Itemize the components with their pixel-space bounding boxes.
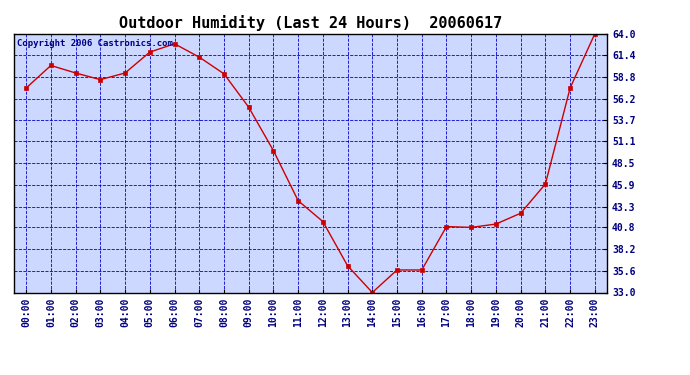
Title: Outdoor Humidity (Last 24 Hours)  20060617: Outdoor Humidity (Last 24 Hours) 2006061… — [119, 15, 502, 31]
Text: Copyright 2006 Castronics.com: Copyright 2006 Castronics.com — [17, 39, 172, 48]
